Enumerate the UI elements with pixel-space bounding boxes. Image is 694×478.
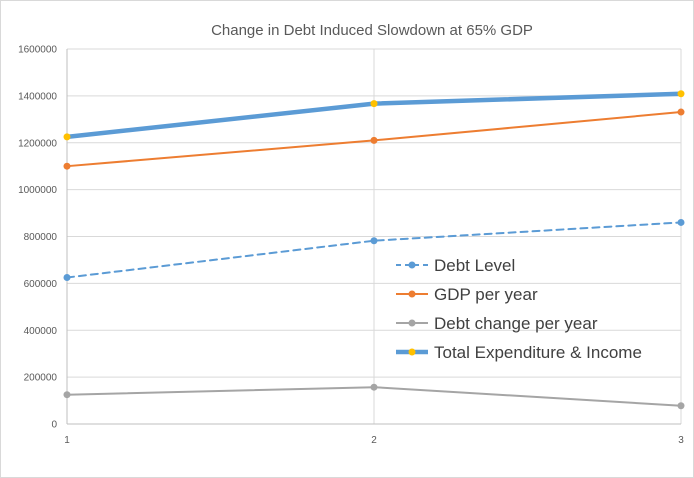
data-point	[370, 100, 378, 108]
legend-swatch-marker	[408, 261, 416, 269]
data-point	[370, 383, 378, 391]
data-point	[370, 136, 378, 144]
series-3	[63, 90, 685, 141]
y-tick-label: 1400000	[18, 91, 57, 102]
y-tick-label: 1600000	[18, 45, 57, 56]
series-1	[63, 108, 685, 170]
legend-label: GDP per year	[434, 285, 538, 304]
series-lines	[63, 90, 685, 410]
y-tick-label: 1000000	[18, 185, 57, 196]
data-point	[63, 274, 71, 282]
series-line	[66, 221, 682, 279]
x-tick-label: 3	[678, 435, 684, 446]
legend-label: Debt Level	[434, 256, 515, 275]
y-tick-label: 0	[51, 420, 57, 431]
x-tick-label: 2	[371, 435, 377, 446]
data-point	[677, 90, 685, 98]
legend-item: Debt change per year	[396, 314, 598, 333]
data-point	[370, 237, 378, 245]
chart-title: Change in Debt Induced Slowdown at 65% G…	[211, 22, 533, 39]
legend-item: GDP per year	[396, 285, 538, 304]
data-point	[63, 162, 71, 170]
y-tick-label: 200000	[24, 373, 58, 384]
y-tick-label: 600000	[24, 279, 58, 290]
legend-label: Total Expenditure & Income	[434, 343, 642, 362]
legend-swatch-marker	[408, 290, 416, 298]
data-point	[677, 218, 685, 226]
series-2	[63, 383, 685, 410]
legend: Debt Level GDP per year Debt change per ye…	[396, 256, 642, 362]
x-tick-label: 1	[64, 435, 70, 446]
y-tick-label: 800000	[24, 232, 58, 243]
legend-swatch-marker	[408, 319, 416, 327]
data-point	[63, 133, 71, 141]
data-point	[63, 391, 71, 399]
legend-item: Debt Level	[396, 256, 515, 275]
y-tick-label: 1200000	[18, 138, 57, 149]
legend-item: Total Expenditure & Income	[396, 343, 642, 362]
legend-swatch-marker	[408, 348, 416, 356]
series-0	[63, 218, 685, 282]
y-tick-label: 400000	[24, 326, 58, 337]
axes: 0 200000 400000 600000 800000 1000000 1200000 1…	[18, 45, 684, 447]
data-point	[677, 402, 685, 410]
data-point	[677, 108, 685, 116]
legend-label: Debt change per year	[434, 314, 598, 333]
